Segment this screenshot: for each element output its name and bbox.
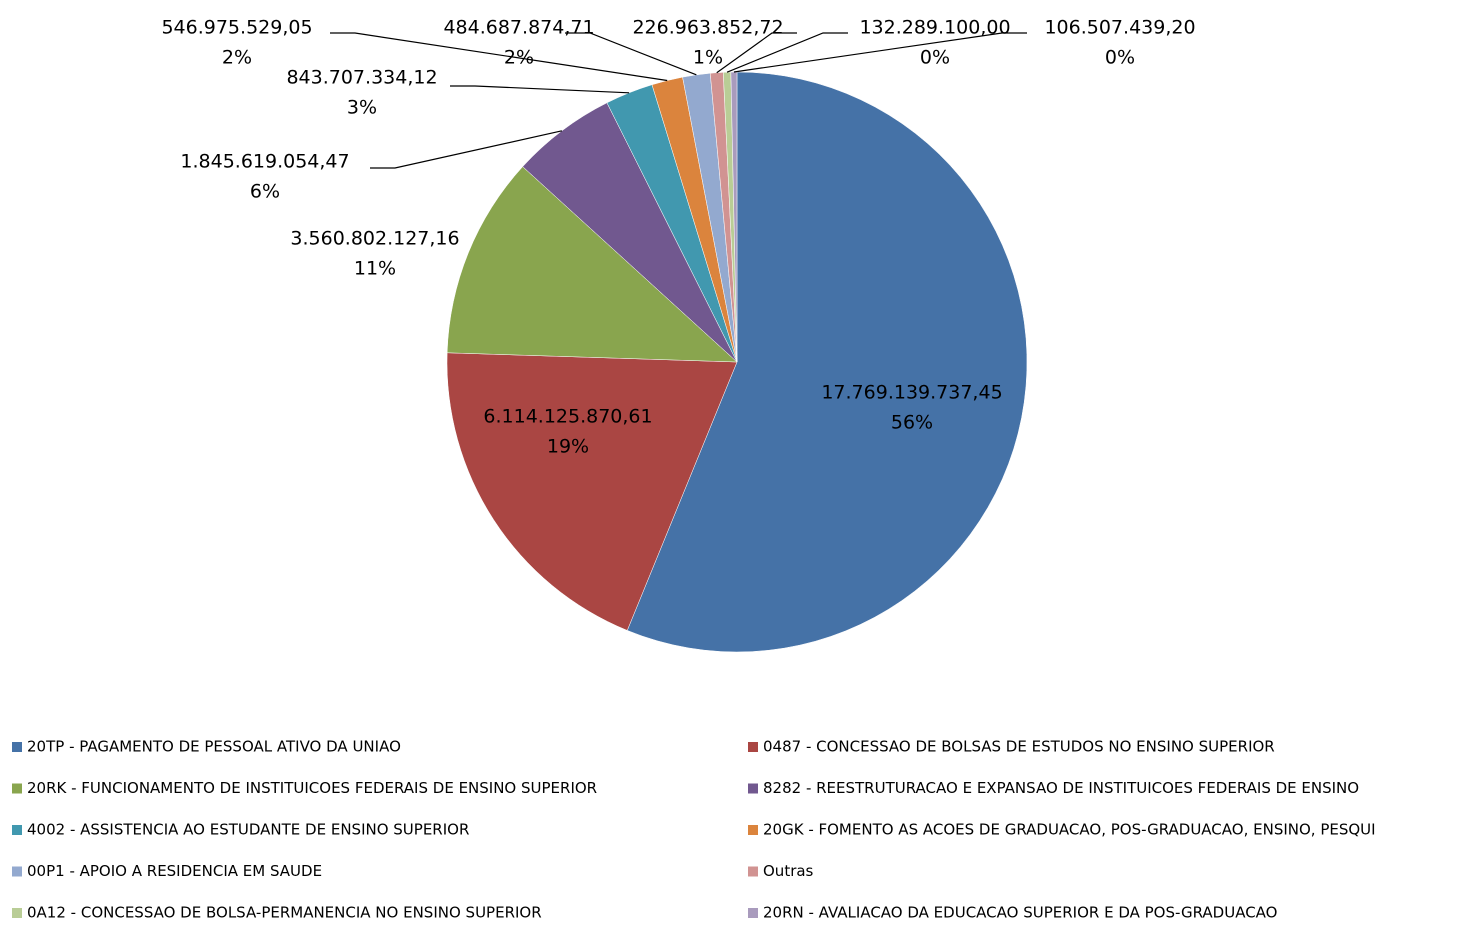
pie-slice — [626, 71, 1028, 653]
percent-label: 0% — [920, 47, 950, 69]
legend-swatch — [748, 783, 758, 794]
data-label: 17.769.139.737,45 — [821, 382, 1002, 404]
legend-label: 4002 - ASSISTENCIA AO ESTUDANTE DE ENSIN… — [27, 821, 469, 839]
leader-line — [733, 32, 1027, 73]
legend-label: 0487 - CONCESSAO DE BOLSAS DE ESTUDOS NO… — [763, 738, 1275, 756]
leader-line — [450, 85, 630, 94]
data-label: 546.975.529,05 — [161, 17, 312, 39]
percent-label: 11% — [354, 258, 396, 280]
leader-line — [330, 32, 668, 82]
pie-slice — [446, 166, 738, 363]
pie-slice — [446, 352, 738, 631]
data-label: 484.687.874,71 — [443, 17, 594, 39]
legend-swatch — [12, 866, 22, 877]
percent-label: 1% — [693, 47, 723, 69]
leader-line — [726, 32, 848, 73]
data-label: 3.560.802.127,16 — [290, 228, 459, 250]
leader-line — [716, 32, 797, 74]
legend-swatch — [748, 742, 758, 752]
data-label: 843.707.334,12 — [286, 67, 437, 89]
legend-swatch — [12, 908, 22, 918]
legend-label: 8282 - REESTRUTURACAO E EXPANSAO DE INST… — [763, 779, 1359, 797]
percent-label: 56% — [891, 412, 933, 434]
legend-label: 20RN - AVALIACAO DA EDUCACAO SUPERIOR E … — [763, 904, 1277, 922]
percent-label: 19% — [547, 436, 589, 458]
legend-label: Outras — [763, 862, 814, 880]
leader-line — [370, 130, 563, 169]
percent-label: 2% — [504, 47, 534, 69]
legend-swatch — [748, 825, 758, 835]
data-label: 6.114.125.870,61 — [483, 406, 652, 428]
data-label: 106.507.439,20 — [1044, 17, 1195, 39]
legend-swatch — [12, 783, 22, 794]
legend-label: 20GK - FOMENTO AS ACOES DE GRADUACAO, PO… — [763, 821, 1376, 839]
legend-swatch — [12, 742, 22, 752]
percent-label: 0% — [1105, 47, 1135, 69]
percent-label: 2% — [222, 47, 252, 69]
legend-swatch — [748, 908, 758, 918]
legend-swatch — [748, 866, 758, 877]
legend-label: 20RK - FUNCIONAMENTO DE INSTITUICOES FED… — [27, 779, 597, 797]
legend-label: 20TP - PAGAMENTO DE PESSOAL ATIVO DA UNI… — [27, 738, 401, 756]
percent-label: 6% — [250, 181, 280, 203]
data-label: 1.845.619.054,47 — [180, 151, 349, 173]
data-label: 132.289.100,00 — [859, 17, 1010, 39]
legend-label: 0A12 - CONCESSAO DE BOLSA-PERMANENCIA NO… — [27, 904, 542, 922]
legend-label: 00P1 - APOIO A RESIDENCIA EM SAUDE — [27, 862, 322, 880]
percent-label: 3% — [347, 97, 377, 119]
data-label: 226.963.852,72 — [632, 17, 783, 39]
legend-swatch — [12, 825, 22, 835]
leader-line — [565, 32, 697, 76]
